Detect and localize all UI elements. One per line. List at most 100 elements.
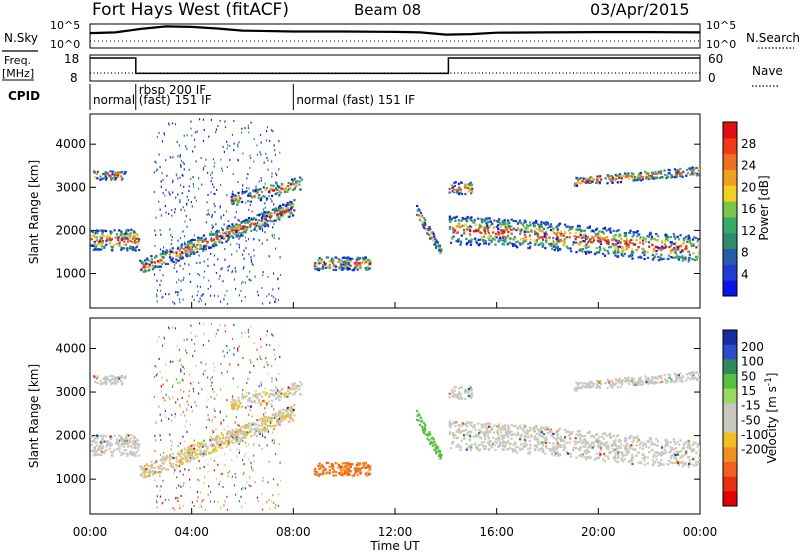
power-echo bbox=[271, 188, 274, 191]
power-echo bbox=[241, 190, 244, 194]
velocity-echo bbox=[118, 377, 121, 380]
velocity-echo bbox=[612, 457, 616, 460]
power-echo bbox=[137, 243, 140, 246]
power-noise bbox=[162, 246, 165, 249]
velocity-echo bbox=[680, 377, 683, 380]
power-echo bbox=[642, 236, 645, 239]
velocity-echo bbox=[258, 431, 261, 434]
velocity-echo bbox=[204, 452, 207, 455]
power-echo bbox=[634, 249, 638, 252]
velocity-echo bbox=[199, 451, 202, 454]
power-noise bbox=[175, 281, 178, 284]
power-echo bbox=[286, 203, 289, 206]
velocity-echo bbox=[119, 439, 123, 442]
power-echo bbox=[166, 262, 170, 266]
velocity-echo bbox=[618, 377, 622, 380]
power-echo bbox=[458, 188, 461, 191]
power-echo bbox=[319, 261, 322, 265]
power-echo bbox=[691, 172, 694, 175]
power-echo bbox=[193, 238, 196, 242]
power-echo bbox=[687, 257, 691, 260]
power-noise bbox=[200, 299, 203, 302]
velocity-echo bbox=[579, 435, 583, 438]
velocity-echo bbox=[219, 440, 222, 443]
velocity-echo bbox=[643, 463, 646, 466]
power-echo bbox=[688, 167, 691, 170]
velocity-echo bbox=[288, 408, 291, 411]
velocity-colorbar-swatch bbox=[723, 491, 737, 507]
power-echo bbox=[333, 263, 336, 267]
velocity-echo bbox=[132, 436, 135, 439]
velocity-echo bbox=[623, 440, 626, 443]
velocity-echo bbox=[145, 468, 148, 471]
velocity-echo bbox=[347, 464, 350, 467]
power-echo bbox=[124, 237, 127, 240]
velocity-echo bbox=[506, 434, 509, 437]
power-noise bbox=[266, 295, 268, 298]
velocity-echo bbox=[690, 448, 693, 451]
power-noise bbox=[218, 277, 220, 280]
power-noise bbox=[269, 139, 271, 142]
velocity-echo bbox=[438, 451, 442, 454]
power-noise bbox=[273, 234, 275, 237]
velocity-echo bbox=[541, 443, 545, 447]
power-noise bbox=[195, 199, 197, 202]
power-noise bbox=[159, 269, 161, 272]
beam-label: Beam 08 bbox=[354, 1, 421, 19]
velocity-echo bbox=[238, 440, 242, 443]
power-noise bbox=[264, 231, 266, 234]
velocity-echo bbox=[510, 437, 513, 440]
velocity-echo bbox=[535, 437, 538, 441]
velocity-echo bbox=[582, 439, 585, 442]
power-echo bbox=[454, 181, 457, 184]
power-echo bbox=[501, 236, 505, 239]
power-echo bbox=[529, 241, 532, 244]
power-echo bbox=[196, 239, 199, 242]
velocity-echo bbox=[665, 441, 668, 444]
power-echo bbox=[602, 238, 605, 241]
power-echo bbox=[605, 240, 608, 243]
power-echo bbox=[464, 223, 467, 226]
power-echo bbox=[347, 261, 351, 265]
velocity-echo bbox=[216, 442, 219, 446]
power-echo bbox=[328, 266, 331, 269]
power-echo bbox=[540, 229, 543, 232]
power-echo bbox=[679, 251, 682, 254]
power-noise bbox=[171, 236, 173, 239]
power-noise bbox=[171, 214, 173, 217]
power-echo bbox=[694, 171, 697, 175]
power-echo bbox=[150, 259, 153, 262]
power-noise bbox=[234, 287, 237, 290]
power-echo bbox=[422, 222, 425, 225]
power-echo bbox=[662, 257, 665, 260]
power-echo bbox=[124, 243, 128, 246]
velocity-echo bbox=[474, 442, 477, 445]
power-echo bbox=[357, 258, 361, 261]
velocity-echo bbox=[239, 430, 242, 433]
power-noise bbox=[261, 227, 263, 230]
velocity-colorbar-swatch bbox=[723, 418, 737, 434]
velocity-echo bbox=[94, 453, 97, 457]
velocity-echo bbox=[286, 406, 289, 410]
velocity-echo bbox=[692, 441, 696, 444]
power-echo bbox=[544, 231, 548, 234]
velocity-echo bbox=[103, 452, 106, 455]
power-echo bbox=[232, 194, 236, 197]
velocity-echo bbox=[518, 447, 521, 450]
power-echo bbox=[115, 233, 119, 236]
velocity-echo bbox=[586, 441, 590, 444]
velocity-echo bbox=[676, 453, 679, 456]
power-echo bbox=[574, 238, 577, 241]
power-echo bbox=[418, 209, 421, 212]
power-echo bbox=[679, 234, 682, 237]
power-echo bbox=[620, 238, 623, 241]
velocity-echo bbox=[467, 394, 470, 398]
velocity-echo bbox=[475, 446, 478, 450]
power-echo bbox=[286, 201, 289, 205]
velocity-echo bbox=[128, 452, 132, 455]
power-echo bbox=[168, 253, 172, 256]
power-echo bbox=[610, 178, 614, 181]
velocity-echo bbox=[96, 375, 99, 378]
power-echo bbox=[158, 262, 162, 265]
velocity-echo bbox=[130, 453, 133, 456]
